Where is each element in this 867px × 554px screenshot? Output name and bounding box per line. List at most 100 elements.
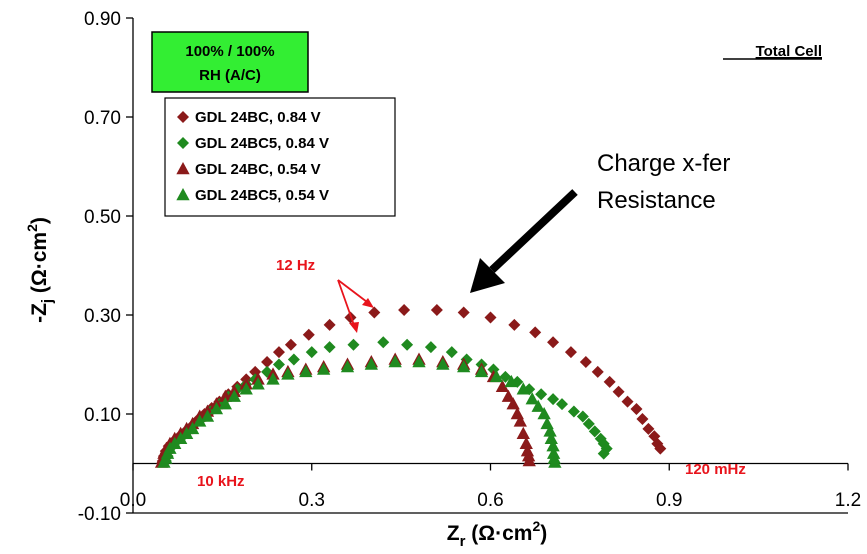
data-point [636, 412, 649, 425]
data-point [654, 442, 667, 455]
data-point [537, 407, 551, 420]
data-point [516, 382, 530, 395]
data-point [424, 341, 437, 354]
hz12-arrows [337, 279, 374, 333]
data-point [323, 318, 336, 331]
data-point [299, 364, 313, 378]
x-axis-ticks: 0.0 0.3 0.6 0.9 1.2 [120, 463, 861, 511]
data-point [508, 318, 521, 331]
hz12-arrow-2 [337, 279, 356, 329]
data-point [445, 346, 458, 359]
x-tick-label: 0.9 [656, 490, 682, 511]
khz10-label: 10 kHz [197, 473, 245, 490]
hz12-arrowhead-1 [362, 298, 374, 308]
data-point [412, 355, 426, 368]
data-point [543, 424, 557, 437]
data-point [484, 311, 497, 324]
data-point [556, 398, 568, 411]
charge-transfer-label-line1: Charge x-fer [597, 150, 730, 177]
y-tick-label: 0.50 [84, 207, 121, 228]
data-point [340, 359, 355, 373]
data-point [582, 417, 595, 430]
data-point [630, 403, 643, 416]
hz12-arrowhead-2 [349, 322, 359, 333]
data-point [495, 379, 510, 393]
rh-badge-line1: 100% / 100% [185, 43, 274, 60]
data-point [200, 409, 215, 422]
data-point [239, 382, 253, 395]
data-point [597, 447, 610, 460]
legend-label: GDL 24BC, 0.84 V [195, 109, 321, 126]
mhz120-label: 120 mHz [685, 461, 746, 478]
legend-marker [176, 162, 190, 175]
data-point [368, 306, 381, 319]
y-tick-label: 0.90 [84, 9, 121, 30]
data-point [272, 346, 285, 359]
data-point [522, 454, 536, 467]
legend-box [164, 97, 396, 217]
data-point [544, 431, 558, 444]
charge-transfer-label-line2: Resistance [597, 187, 716, 214]
y-axis-title-unit: (Ω·cm [28, 232, 51, 299]
data-point [457, 359, 471, 373]
data-point [642, 422, 655, 435]
data-point [603, 375, 616, 388]
y-axis-title-sub: j [39, 299, 56, 304]
charge-transfer-arrow-shaft [489, 189, 578, 273]
data-point [364, 357, 378, 370]
series-marks [154, 304, 667, 468]
data-point [209, 402, 224, 415]
legend-marker [176, 188, 190, 201]
data-point [506, 397, 520, 410]
rh-badge-box [151, 31, 309, 93]
data-point [457, 306, 470, 319]
y-axis-title-sup: 2 [24, 224, 40, 232]
data-point [218, 389, 233, 402]
data-point [261, 356, 274, 369]
data-point [621, 395, 634, 408]
data-point [576, 410, 589, 423]
data-point [227, 389, 241, 402]
data-point [513, 414, 527, 427]
y-tick-label: 0.30 [84, 306, 121, 327]
data-point [401, 338, 414, 351]
x-axis-title-sub: r [460, 533, 466, 550]
data-point [501, 389, 516, 402]
data-point [266, 372, 280, 385]
x-axis-title-sup: 2 [532, 518, 540, 534]
data-point [287, 353, 300, 366]
y-axis-title-close: ) [28, 217, 51, 224]
data-point [567, 405, 580, 418]
y-axis-title: -Zj (Ω·cm2) [24, 217, 56, 323]
hz12-label: 12 Hz [276, 257, 315, 274]
x-tick-label: 0.6 [477, 490, 503, 511]
data-point [612, 385, 625, 398]
data-point [249, 365, 262, 378]
data-point [564, 346, 577, 359]
data-point [284, 338, 297, 351]
data-point [535, 388, 548, 401]
x-axis-title-main: Z [447, 522, 460, 545]
y-tick-label: 0.70 [84, 108, 121, 129]
legend-marker [177, 111, 189, 123]
data-point [185, 421, 200, 435]
y-tick-label: 0.10 [84, 405, 121, 426]
data-point [588, 425, 601, 438]
data-point [218, 397, 233, 410]
rh-badge-line2: RH (A/C) [199, 67, 261, 84]
data-point [525, 392, 539, 405]
data-point [305, 346, 318, 359]
data-point [281, 367, 295, 380]
data-point [302, 328, 315, 341]
data-point [272, 358, 285, 371]
data-point [548, 455, 562, 468]
charge-transfer-arrow [470, 189, 578, 293]
hz12-arrow-1 [337, 279, 372, 306]
y-axis-title-main: -Z [28, 303, 51, 323]
x-axis-title-close: ) [540, 522, 547, 545]
legend-label: GDL 24BC, 0.54 V [195, 161, 321, 178]
legend-label: GDL 24BC5, 0.54 V [195, 187, 329, 204]
x-tick-label: 1.2 [835, 490, 861, 511]
x-axis-title: Zr (Ω·cm2) [447, 518, 547, 550]
